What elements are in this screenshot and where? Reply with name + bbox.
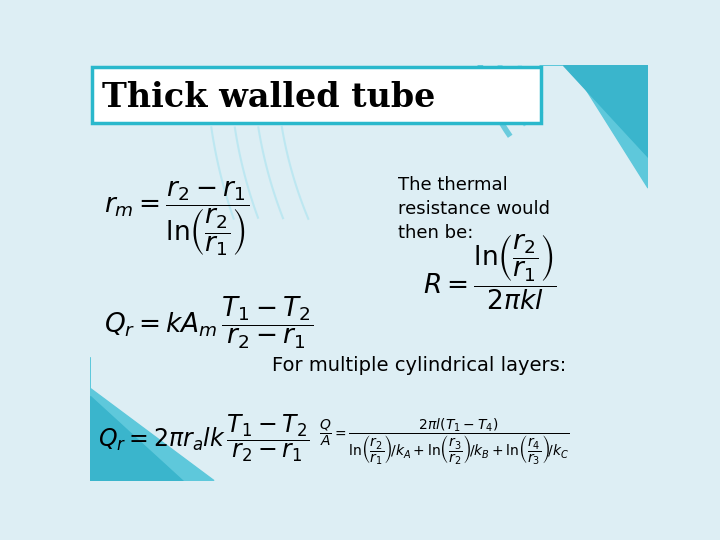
Text: Thick walled tube: Thick walled tube: [102, 80, 435, 113]
FancyBboxPatch shape: [92, 67, 541, 123]
Text: $r_m = \dfrac{r_2 - r_1}{\ln\!\left(\dfrac{r_2}{r_1}\right)}$: $r_m = \dfrac{r_2 - r_1}{\ln\!\left(\dfr…: [104, 179, 249, 258]
Polygon shape: [539, 65, 648, 188]
Polygon shape: [90, 396, 183, 481]
Text: $Q_r = 2\pi r_a lk\,\dfrac{T_1 - T_2}{r_2 - r_1}$: $Q_r = 2\pi r_a lk\,\dfrac{T_1 - T_2}{r_…: [98, 413, 309, 464]
Text: For multiple cylindrical layers:: For multiple cylindrical layers:: [272, 356, 567, 375]
Text: $R = \dfrac{\ln\!\left(\dfrac{r_2}{r_1}\right)}{2\pi kl}$: $R = \dfrac{\ln\!\left(\dfrac{r_2}{r_1}\…: [423, 233, 557, 313]
Text: $Q_r = kA_m\,\dfrac{T_1 - T_2}{r_2 - r_1}$: $Q_r = kA_m\,\dfrac{T_1 - T_2}{r_2 - r_1…: [104, 295, 313, 351]
Text: The thermal
resistance would
then be:: The thermal resistance would then be:: [398, 177, 551, 242]
Polygon shape: [563, 65, 648, 157]
Text: $\dfrac{Q}{A} = \dfrac{2\pi l(T_1 - T_4)}{\ln\!\left(\dfrac{r_2}{r_1}\right)\!/k: $\dfrac{Q}{A} = \dfrac{2\pi l(T_1 - T_4)…: [319, 417, 569, 468]
Polygon shape: [90, 357, 214, 481]
